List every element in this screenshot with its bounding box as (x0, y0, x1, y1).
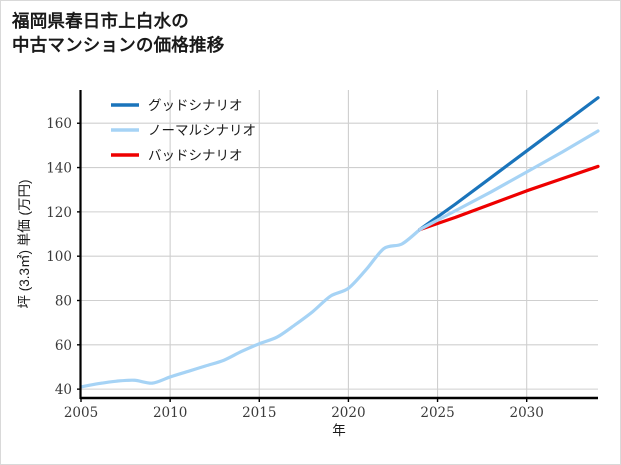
page-title-line-1: 中古マンションの価格推移 (12, 35, 225, 56)
legend-item-bad[interactable]: バッドシナリオ (111, 148, 243, 163)
y-tick-label-160: 160 (46, 116, 72, 132)
x-tick-label-2030: 2030 (510, 405, 544, 421)
line-forecast-bad (418, 164, 600, 232)
legend-label-normal: ノーマルシナリオ (148, 123, 256, 138)
y-tick-label-80: 80 (55, 294, 72, 310)
legend-label-bad: バッドシナリオ (148, 148, 243, 163)
page-title-line-0: 福岡県春日市上白水の (12, 11, 189, 31)
x-tick-label-2010: 2010 (153, 405, 187, 421)
line-historical-normal (79, 228, 422, 389)
y-tick-label-140: 140 (46, 161, 72, 177)
x-tick-label-2025: 2025 (420, 405, 454, 421)
line-forecast-good (418, 96, 600, 232)
y-tick-label-60: 60 (55, 338, 72, 354)
x-tick-label-2005: 2005 (64, 405, 98, 421)
x-tick-label-2015: 2015 (242, 405, 276, 421)
axis-lines (79, 90, 598, 400)
y-axis-tick-labels: 40 60 80 100 120 140 160 (46, 116, 81, 398)
y-tick-label-100: 100 (46, 249, 72, 265)
series-layer (79, 96, 600, 389)
y-tick-label-120: 120 (46, 205, 72, 221)
line-forecast-normal (418, 129, 600, 232)
page-title: 福岡県春日市上白水の中古マンションの価格推移 (12, 9, 572, 57)
y-axis-title: 坪 (3.3㎡) 単価 (万円) (17, 179, 32, 308)
legend-item-good[interactable]: グッドシナリオ (111, 98, 243, 113)
x-axis-tick-labels: 2005 2010 2015 2020 2025 2030 (64, 398, 544, 421)
legend-item-normal[interactable]: ノーマルシナリオ (111, 123, 256, 138)
y-tick-label-40: 40 (55, 382, 72, 398)
legend-label-good: グッドシナリオ (148, 98, 243, 113)
x-tick-label-2020: 2020 (331, 405, 365, 421)
x-axis-title: 年 (332, 423, 346, 438)
